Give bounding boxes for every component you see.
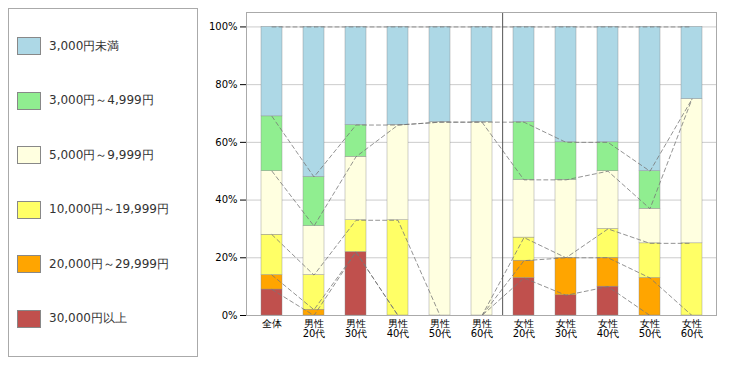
svg-text:女性60代: 女性60代 <box>681 318 704 339</box>
svg-text:女性40代: 女性40代 <box>597 318 620 339</box>
html-text:5,000円～9,999円: 5,000円～9,999円 <box>49 147 154 162</box>
html-text:10,000円～19,999円: 10,000円～19,999円 <box>49 202 169 217</box>
svg-text:100%: 100% <box>209 21 238 32</box>
svg-text:20%: 20% <box>215 252 237 263</box>
svg-text:男性40代: 男性40代 <box>387 318 410 339</box>
svg-text:男性20代: 男性20代 <box>303 318 326 339</box>
svg-text:男性30代: 男性30代 <box>345 318 368 339</box>
svg-text:0%: 0% <box>222 310 238 321</box>
svg-text:女性20代: 女性20代 <box>513 318 536 339</box>
html-text:30,000円以上: 30,000円以上 <box>49 311 127 326</box>
html-text:3,000円未満: 3,000円未満 <box>49 38 120 53</box>
svg-text:80%: 80% <box>215 79 237 90</box>
html-text:3,000円～4,999円: 3,000円～4,999円 <box>49 93 154 108</box>
svg-text:男性60代: 男性60代 <box>471 318 494 339</box>
svg-text:女性50代: 女性50代 <box>639 318 662 339</box>
html-text:20,000円～29,999円: 20,000円～29,999円 <box>49 256 169 271</box>
svg-text:女性30代: 女性30代 <box>555 318 578 339</box>
svg-text:全体: 全体 <box>262 318 282 329</box>
svg-text:男性50代: 男性50代 <box>429 318 452 339</box>
svg-text:60%: 60% <box>215 137 237 148</box>
svg-text:40%: 40% <box>215 194 237 205</box>
